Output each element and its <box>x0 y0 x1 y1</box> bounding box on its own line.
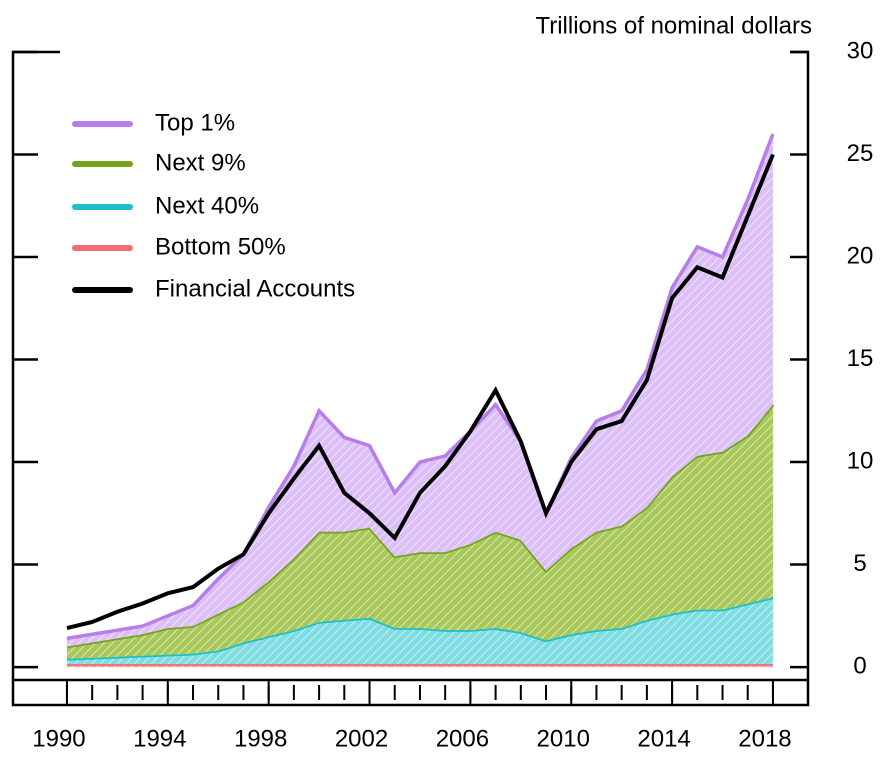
x-tick-label: 1998 <box>234 725 287 752</box>
x-tick-label: 2018 <box>738 725 791 752</box>
x-tick-label: 2006 <box>436 725 489 752</box>
x-tick-label: 2002 <box>335 725 388 752</box>
line <box>66 153 775 631</box>
legend-label: Next 40% <box>155 192 259 219</box>
legend-label: Top 1% <box>155 109 235 136</box>
y-tick-label: 20 <box>847 242 874 269</box>
y-tick-label: 30 <box>847 37 874 64</box>
legend-label: Bottom 50% <box>155 233 286 260</box>
x-tick-label: 1990 <box>32 725 85 752</box>
area-hatch <box>66 404 773 659</box>
y-tick-label: 0 <box>853 652 866 679</box>
legend-label: Financial Accounts <box>155 275 355 302</box>
area-edge <box>66 133 775 641</box>
y-tick-label: 15 <box>847 345 874 372</box>
x-tick-label: 1994 <box>133 725 186 752</box>
chart-title: Trillions of nominal dollars <box>535 12 812 39</box>
x-tick-label: 2014 <box>637 725 690 752</box>
area-hatch <box>66 597 773 664</box>
legend-label: Next 9% <box>155 149 246 176</box>
y-tick-label: 5 <box>853 550 866 577</box>
area-hatch <box>66 134 773 647</box>
x-tick-label: 2010 <box>537 725 590 752</box>
y-tick-label: 25 <box>847 140 874 167</box>
y-tick-label: 10 <box>847 447 874 474</box>
